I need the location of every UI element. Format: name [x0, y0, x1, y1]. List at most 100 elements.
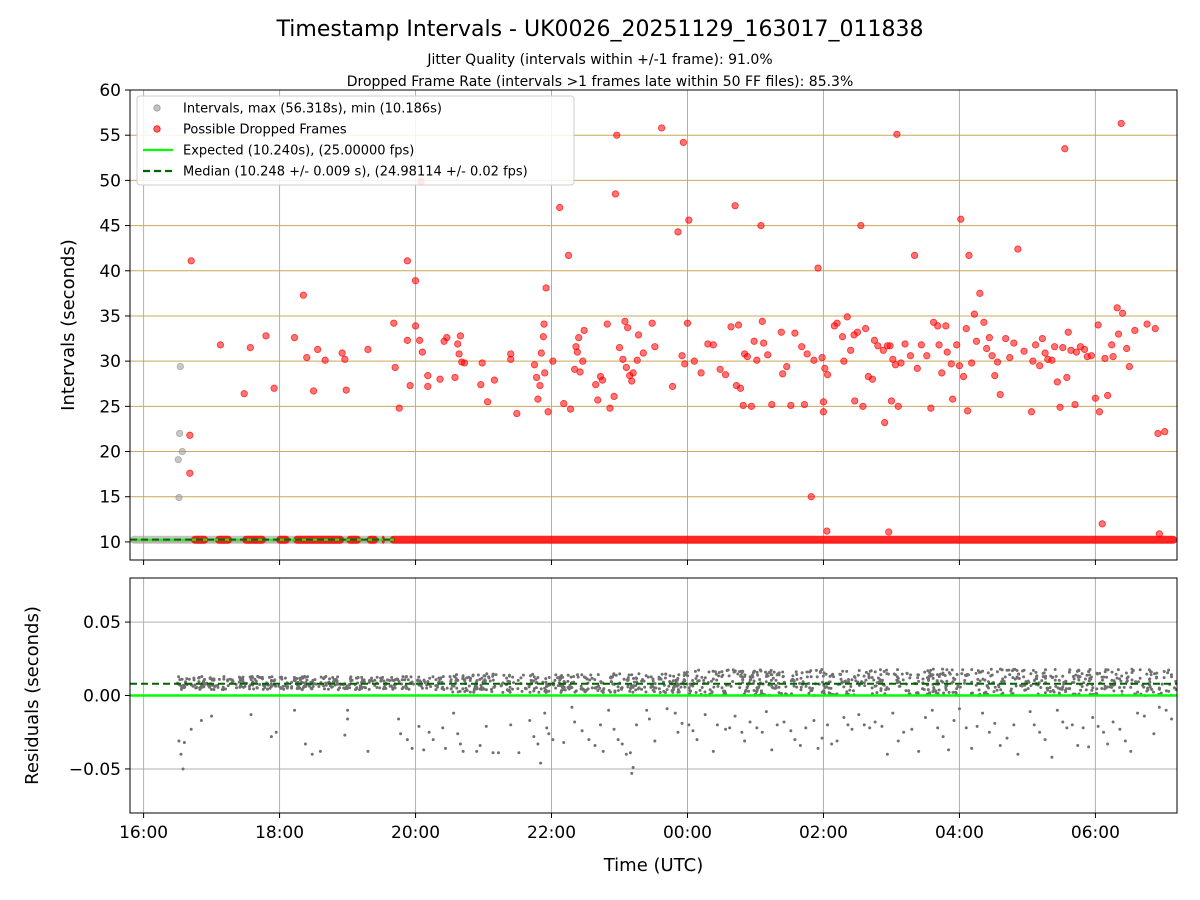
residual-point	[923, 670, 927, 674]
residual-point	[199, 718, 203, 722]
residual-point	[853, 675, 857, 679]
residual-point	[1053, 667, 1057, 671]
residual-point	[1134, 680, 1138, 684]
residual-point	[295, 677, 299, 681]
residual-point	[1136, 711, 1140, 715]
residual-point	[558, 677, 562, 681]
residual-point	[569, 675, 573, 679]
residual-point	[507, 673, 511, 677]
data-point	[580, 326, 588, 335]
residual-point	[868, 726, 872, 730]
data-point	[178, 447, 186, 456]
residual-point	[1111, 720, 1115, 724]
residual-point	[799, 676, 803, 680]
residual-point	[792, 684, 796, 688]
data-point	[606, 404, 614, 412]
residual-point	[923, 716, 927, 720]
residual-point	[942, 691, 946, 695]
residual-point	[862, 723, 866, 727]
data-point	[390, 319, 398, 327]
data-point	[338, 349, 346, 357]
residual-point	[404, 684, 408, 688]
data-point	[927, 404, 935, 412]
residual-point	[556, 684, 560, 688]
residual-point	[1138, 668, 1142, 672]
residual-point	[989, 667, 993, 671]
residual-point	[907, 689, 911, 693]
residual-point	[491, 678, 495, 682]
data-point	[965, 251, 973, 260]
residual-point	[328, 677, 332, 681]
residual-point	[682, 671, 686, 675]
data-point	[886, 342, 894, 350]
residual-point	[177, 739, 181, 743]
residual-point	[490, 690, 494, 694]
residual-point	[927, 676, 931, 680]
residual-point	[764, 670, 768, 674]
data-point	[1108, 341, 1116, 349]
residual-point	[776, 672, 780, 676]
y-tick-label: 60	[99, 81, 121, 101]
residual-point	[824, 672, 828, 676]
residual-point	[686, 674, 690, 678]
data-point	[564, 251, 573, 260]
data-point	[853, 328, 862, 336]
data-point	[959, 372, 968, 381]
residual-point	[331, 676, 335, 680]
data-point	[996, 390, 1004, 399]
data-point	[894, 402, 902, 410]
data-point	[955, 362, 964, 370]
residual-point	[1114, 672, 1118, 676]
residual-point	[744, 688, 748, 692]
data-point	[851, 397, 859, 405]
residual-point	[319, 675, 323, 679]
residual-point	[1079, 688, 1083, 692]
residual-point	[795, 685, 799, 689]
data-point	[507, 355, 515, 363]
data-point	[968, 359, 976, 367]
residual-point	[710, 679, 714, 683]
residual-point	[1164, 708, 1168, 712]
residual-point	[794, 670, 798, 674]
residual-point	[1087, 679, 1091, 683]
residual-point	[882, 669, 886, 673]
residual-point	[1103, 684, 1107, 688]
residual-point	[691, 684, 695, 688]
residual-point	[350, 678, 354, 682]
residual-point	[637, 672, 641, 676]
residual-point	[475, 678, 479, 682]
residual-point	[805, 670, 809, 674]
data-point	[314, 345, 322, 354]
residual-point	[270, 675, 274, 679]
residual-point	[511, 687, 515, 691]
residual-point	[845, 690, 849, 694]
data-point	[424, 372, 432, 380]
data-point	[690, 357, 698, 365]
residual-point	[481, 687, 485, 691]
residual-point	[751, 675, 755, 679]
residual-point	[1116, 668, 1120, 672]
data-point	[391, 363, 399, 372]
residual-point	[560, 685, 564, 689]
residual-point	[758, 668, 762, 672]
residual-point	[1022, 675, 1026, 679]
residual-point	[318, 749, 322, 753]
data-point	[1109, 353, 1117, 361]
residual-point	[703, 676, 707, 680]
data-point	[610, 392, 618, 401]
data-point	[403, 336, 411, 344]
residual-point	[616, 688, 620, 692]
data-point	[685, 216, 693, 224]
residual-point	[269, 678, 273, 682]
residual-point	[296, 685, 300, 689]
residual-point	[1035, 675, 1039, 679]
data-point	[791, 329, 799, 337]
residual-point	[1088, 677, 1092, 681]
residual-point	[842, 716, 846, 720]
residual-point	[468, 690, 472, 694]
residual-point	[249, 713, 253, 717]
residual-point	[298, 676, 302, 680]
residual-point	[928, 691, 932, 695]
residual-point	[909, 673, 913, 677]
residual-point	[739, 669, 743, 673]
